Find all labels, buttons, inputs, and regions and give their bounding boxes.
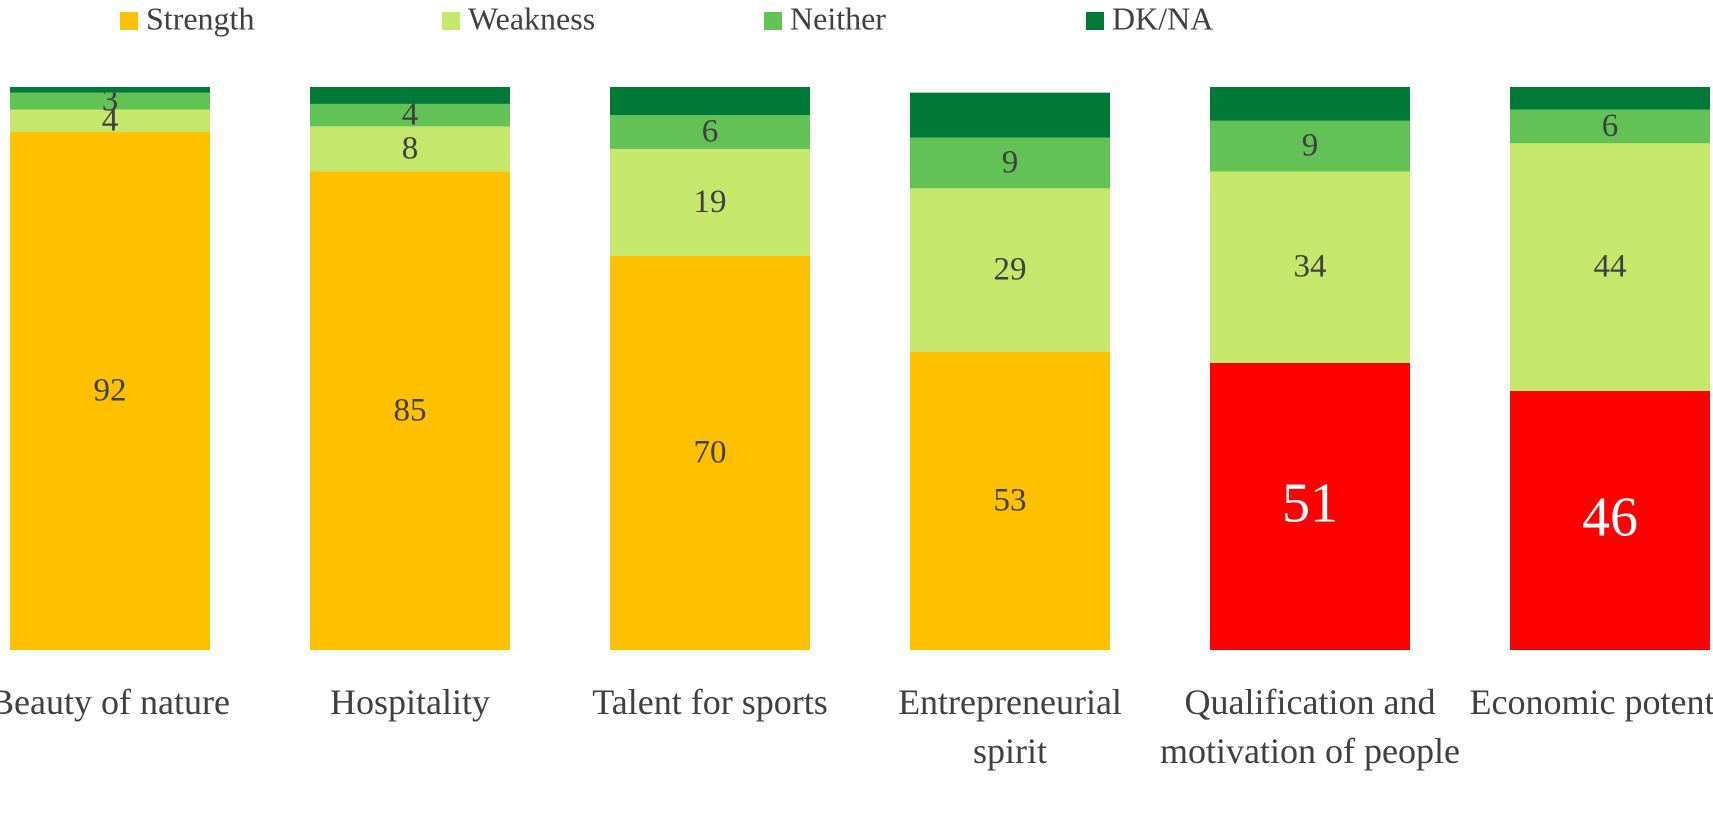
bar-segment <box>1510 391 1710 650</box>
data-label: 85 <box>394 392 427 428</box>
bar-segment <box>310 171 510 650</box>
data-label: 53 <box>994 482 1027 518</box>
data-label: 6 <box>1602 108 1619 144</box>
data-label: 70 <box>694 435 727 471</box>
bar-segment <box>610 115 810 149</box>
legend-label: DK/NA <box>1112 0 1213 36</box>
data-label: 92 <box>94 373 127 409</box>
data-label: 9 <box>1302 128 1319 164</box>
bar-segment <box>1210 120 1410 172</box>
bar-segment <box>1510 143 1710 392</box>
data-label: 44 <box>1594 249 1627 285</box>
x-tick-label: Economic potential <box>1469 682 1713 722</box>
bar-segment <box>910 92 1110 138</box>
x-tick-label: Entrepreneurial spirit <box>898 682 1122 771</box>
legend-swatch <box>1086 12 1104 30</box>
data-label: 19 <box>694 184 727 220</box>
bar-segment <box>1210 87 1410 121</box>
bar-segment <box>1210 171 1410 363</box>
legend-label: Strength <box>146 0 254 36</box>
bar-segment <box>910 188 1110 352</box>
bar-segment <box>10 92 210 110</box>
x-tick-label: Qualification and motivation of people <box>1160 682 1460 771</box>
data-label: 4 <box>402 97 419 133</box>
bar-segment <box>610 148 810 256</box>
bar-segment <box>10 87 210 93</box>
bar-segment <box>10 109 210 133</box>
bar-segment <box>310 87 510 104</box>
bar-segment <box>1510 109 1710 144</box>
bar-segment <box>610 255 810 650</box>
data-label: 46 <box>1582 486 1638 548</box>
bar-segment <box>310 126 510 172</box>
bar-segment <box>910 351 1110 650</box>
legend-label: Weakness <box>468 0 595 36</box>
bar-segment <box>10 132 210 651</box>
bar-segment <box>910 137 1110 189</box>
x-tick-label: Hospitality <box>330 682 490 722</box>
legend-label: Neither <box>790 0 886 36</box>
data-label: 29 <box>994 252 1027 288</box>
legend-swatch <box>764 12 782 30</box>
data-label: 51 <box>1282 472 1338 534</box>
bar-segment <box>610 87 810 116</box>
bar-segment <box>310 103 510 127</box>
data-label: 6 <box>702 114 719 150</box>
legend-swatch <box>120 12 138 30</box>
data-label: 8 <box>402 131 419 167</box>
x-tick-label: Talent for sports <box>592 682 828 722</box>
legend-swatch <box>442 12 460 30</box>
bar-segment <box>1210 362 1410 650</box>
bar-segment <box>1510 87 1710 110</box>
data-label: 9 <box>1002 145 1019 181</box>
data-label: 4 <box>102 102 119 138</box>
x-tick-label: Beauty of nature <box>0 682 230 722</box>
data-label: 34 <box>1294 249 1327 285</box>
